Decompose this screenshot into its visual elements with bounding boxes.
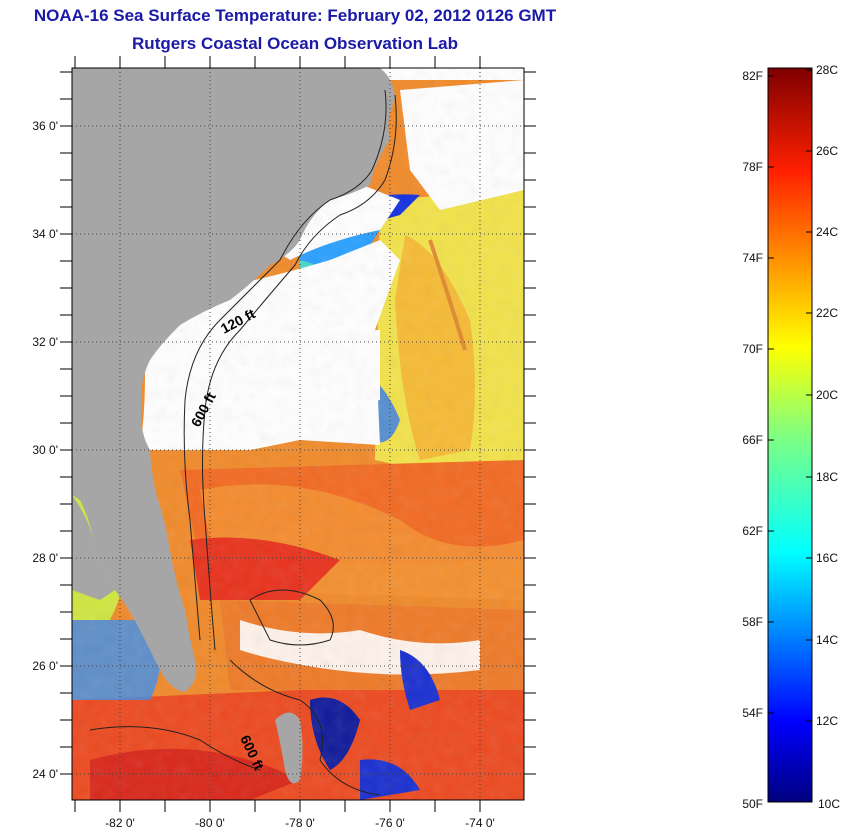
colorbar [767, 67, 813, 803]
map-grid [72, 68, 524, 800]
map-title: NOAA-16 Sea Surface Temperature: Februar… [33, 6, 557, 25]
cuba-island [275, 712, 303, 784]
colorbar-label-12c: 12C [816, 714, 838, 728]
colorbar-label-16c: 16C [816, 551, 838, 565]
lat-label-34: 34 0' [32, 227, 58, 241]
colorbar-label-82f: 82F [742, 69, 763, 83]
lon-label-80: -80 0' [195, 816, 225, 830]
lat-label-26: 26 0' [32, 659, 58, 673]
colorbar-label-22c: 22C [816, 306, 838, 320]
colorbar-label-66f: 66F [742, 433, 763, 447]
colorbar-label-28c: 28C [816, 63, 838, 77]
lon-label-78: -78 0' [285, 816, 315, 830]
colorbar-label-54f: 54F [742, 706, 763, 720]
lon-label-76: -76 0' [375, 816, 405, 830]
sst-map [72, 68, 524, 800]
colorbar-label-62f: 62F [742, 524, 763, 538]
lat-label-30: 30 0' [32, 443, 58, 457]
colorbar-label-24c: 24C [816, 225, 838, 239]
contour-120ft [183, 89, 387, 641]
colorbar-label-26c: 26C [816, 144, 838, 158]
colorbar-label-18c: 18C [816, 470, 838, 484]
lat-label-32: 32 0' [32, 335, 58, 349]
contour-600ft [202, 94, 397, 651]
colorbar-ticks [768, 69, 812, 722]
colorbar-label-20c: 20C [816, 388, 838, 402]
colorbar-label-74f: 74F [742, 251, 763, 265]
colorbar-label-50f: 50F [742, 797, 763, 811]
lon-label-82: -82 0' [105, 816, 135, 830]
lat-label-28: 28 0' [32, 551, 58, 565]
lon-label-74: -74 0' [465, 816, 495, 830]
colorbar-label-70f: 70F [742, 342, 763, 356]
map-ticks [60, 56, 536, 812]
map-frame [71, 67, 525, 801]
colorbar-label-78f: 78F [742, 160, 763, 174]
colorbar-label-14c: 14C [816, 633, 838, 647]
lat-label-36: 36 0' [32, 119, 58, 133]
colorbar-label-10c: 10C [818, 797, 840, 811]
map-subtitle: Rutgers Coastal Ocean Observation Lab [132, 34, 458, 53]
lat-label-24: 24 0' [32, 767, 58, 781]
land-mass [72, 68, 395, 692]
colorbar-label-58f: 58F [742, 615, 763, 629]
